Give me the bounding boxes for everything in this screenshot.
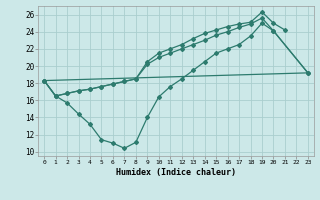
X-axis label: Humidex (Indice chaleur): Humidex (Indice chaleur) bbox=[116, 168, 236, 177]
